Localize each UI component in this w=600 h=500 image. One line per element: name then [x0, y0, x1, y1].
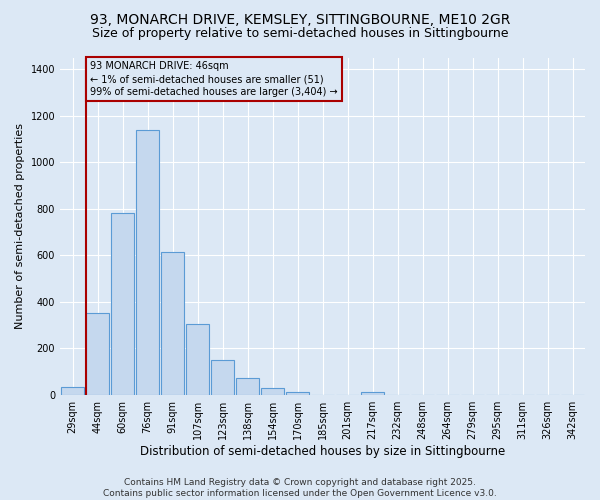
Text: 93, MONARCH DRIVE, KEMSLEY, SITTINGBOURNE, ME10 2GR: 93, MONARCH DRIVE, KEMSLEY, SITTINGBOURN…: [90, 12, 510, 26]
Bar: [211, 360, 234, 394]
Bar: [111, 214, 134, 394]
Bar: [136, 130, 159, 394]
Bar: [261, 388, 284, 394]
Text: Size of property relative to semi-detached houses in Sittingbourne: Size of property relative to semi-detach…: [92, 28, 508, 40]
Bar: [186, 324, 209, 394]
Bar: [61, 386, 84, 394]
Bar: [161, 252, 184, 394]
Bar: [236, 378, 259, 394]
Bar: [86, 314, 109, 394]
Text: 93 MONARCH DRIVE: 46sqm
← 1% of semi-detached houses are smaller (51)
99% of sem: 93 MONARCH DRIVE: 46sqm ← 1% of semi-det…: [90, 61, 338, 98]
X-axis label: Distribution of semi-detached houses by size in Sittingbourne: Distribution of semi-detached houses by …: [140, 444, 505, 458]
Bar: [361, 392, 384, 394]
Bar: [286, 392, 309, 394]
Y-axis label: Number of semi-detached properties: Number of semi-detached properties: [15, 123, 25, 329]
Text: Contains HM Land Registry data © Crown copyright and database right 2025.
Contai: Contains HM Land Registry data © Crown c…: [103, 478, 497, 498]
